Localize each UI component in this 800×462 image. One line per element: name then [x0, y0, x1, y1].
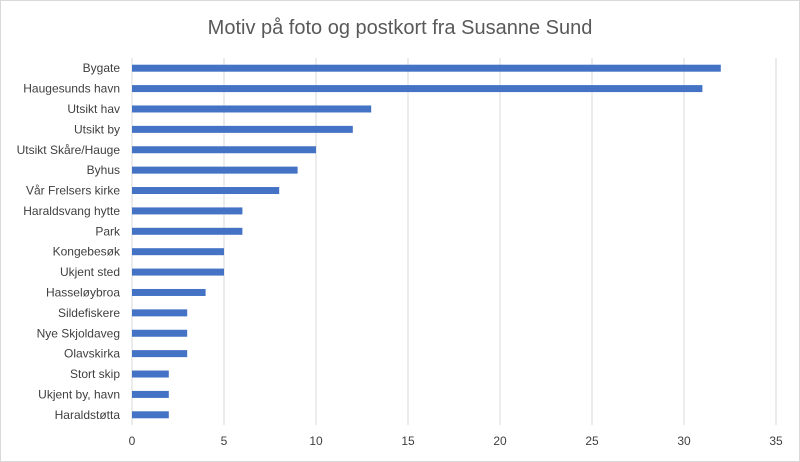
- category-label: Ukjent by, havn: [38, 387, 120, 401]
- bars: [132, 64, 721, 419]
- bar: [132, 85, 703, 93]
- category-label: Vår Frelsers kirke: [26, 184, 120, 198]
- bar: [132, 227, 243, 235]
- category-label: Haraldstøtta: [55, 408, 121, 422]
- bar: [132, 329, 188, 337]
- bar: [132, 146, 316, 154]
- category-label: Haugesunds havn: [23, 82, 120, 96]
- bar: [132, 268, 224, 276]
- x-tick-label: 15: [401, 434, 415, 448]
- x-tick-label: 10: [309, 434, 323, 448]
- x-tick-label: 5: [221, 434, 228, 448]
- bar: [132, 370, 169, 378]
- category-label: Haraldsvang hytte: [23, 204, 120, 218]
- chart-title: Motiv på foto og postkort fra Susanne Su…: [208, 17, 593, 39]
- category-label: Nye Skjoldaveg: [37, 326, 120, 340]
- bar: [132, 390, 169, 398]
- x-tick-label: 30: [677, 434, 691, 448]
- category-label: Bygate: [83, 61, 121, 75]
- bar: [132, 105, 372, 113]
- x-tick-labels: 0 5 10 15 20 25 30 35: [129, 434, 783, 448]
- bar: [132, 309, 188, 317]
- x-tick-label: 20: [493, 434, 507, 448]
- bar: [132, 288, 206, 296]
- bar: [132, 187, 280, 195]
- category-label: Utsikt Skåre/Hauge: [17, 143, 121, 157]
- category-labels: Bygate Haugesunds havn Utsikt hav Utsikt by…: [17, 61, 121, 422]
- bar: [132, 125, 353, 133]
- x-tick-label: 35: [769, 434, 783, 448]
- gridlines: [131, 58, 777, 425]
- bar: [132, 350, 188, 358]
- category-label: Olavskirka: [64, 347, 120, 361]
- bar: [132, 248, 224, 256]
- category-label: Hasseløybroa: [46, 285, 120, 299]
- bar: [132, 166, 298, 174]
- category-label: Stort skip: [70, 367, 120, 381]
- category-label: Utsikt hav: [67, 102, 120, 116]
- bar: [132, 207, 243, 215]
- category-label: Park: [95, 224, 121, 238]
- category-label: Byhus: [87, 163, 120, 177]
- category-label: Utsikt by: [74, 122, 120, 136]
- category-label: Ukjent sted: [60, 265, 120, 279]
- bar: [132, 64, 721, 72]
- x-tick-label: 0: [129, 434, 136, 448]
- category-label: Sildefiskere: [58, 306, 120, 320]
- bar: [132, 411, 169, 419]
- x-tick-label: 25: [585, 434, 599, 448]
- category-label: Kongebesøk: [53, 245, 121, 259]
